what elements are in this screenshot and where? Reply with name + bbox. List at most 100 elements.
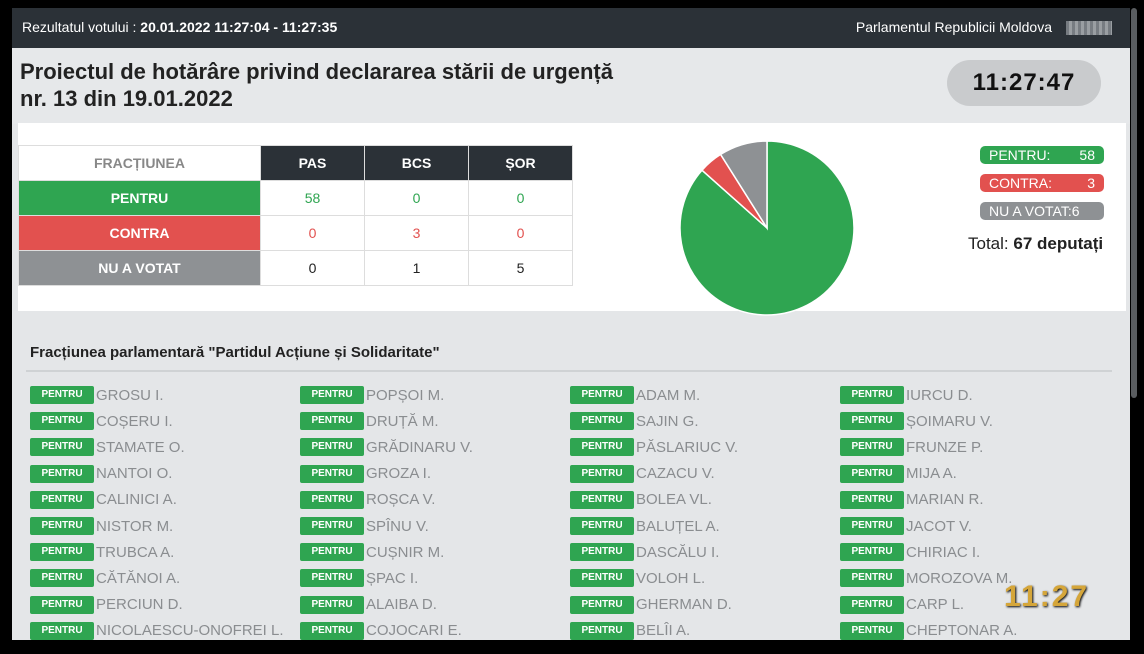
- deputy-row: PENTRU SAJIN G.: [570, 408, 738, 434]
- deputy-name: CĂTĂNOI A.: [96, 569, 181, 587]
- cell-value: 58: [260, 180, 365, 216]
- deputy-row: PENTRU BOLEA VL.: [570, 487, 738, 513]
- deputy-name: BOLEA VL.: [636, 491, 712, 509]
- vote-badge: PENTRU: [840, 621, 904, 640]
- deputy-name: SPÎNU V.: [366, 517, 429, 535]
- deputy-name: SAJIN G.: [636, 412, 699, 430]
- vote-badge: PENTRU: [840, 517, 904, 536]
- legend-contra: CONTRA: 3: [980, 174, 1104, 192]
- deputy-row: PENTRU MOROZOVA M.: [840, 565, 1017, 591]
- deputy-row: PENTRU FRUNZE P.: [840, 434, 1017, 460]
- deputy-row: PENTRU GRĂDINARU V.: [300, 434, 473, 460]
- deputy-column: PENTRU ADAM M. PENTRU SAJIN G. PENTRU PĂSLARI…: [570, 382, 738, 640]
- deputy-name: STAMATE O.: [96, 438, 185, 456]
- deputy-row: PENTRU CHEPTONAR A.: [840, 618, 1017, 640]
- deputy-row: PENTRU NANTOI O.: [30, 461, 284, 487]
- col-header: ȘOR: [468, 145, 573, 181]
- deputy-name: DRUȚĂ M.: [366, 412, 439, 430]
- deputy-row: PENTRU NISTOR M.: [30, 513, 284, 539]
- vote-badge: PENTRU: [300, 569, 364, 588]
- vote-info: Rezultatul votului : 20.01.2022 11:27:04…: [22, 19, 337, 35]
- bill-title-line1: Proiectul de hotărâre privind declararea…: [20, 59, 613, 84]
- clock-display: 11:27:47: [947, 60, 1101, 106]
- deputy-row: PENTRU BELÎI A.: [570, 618, 738, 640]
- total-value: 67 deputați: [1013, 234, 1104, 253]
- cell-value: 0: [468, 215, 573, 251]
- tv-clock: 11:27: [1004, 580, 1090, 613]
- legend-value: 58: [1079, 147, 1095, 163]
- deputy-row: PENTRU POPȘOI M.: [300, 382, 473, 408]
- deputy-row: PENTRU MARIAN R.: [840, 487, 1017, 513]
- deputy-row: PENTRU DASCĂLU I.: [570, 539, 738, 565]
- vote-badge: PENTRU: [300, 438, 364, 457]
- deputy-name: ROȘCA V.: [366, 491, 436, 509]
- deputy-row: PENTRU CALINICI A.: [30, 487, 284, 513]
- vote-badge: PENTRU: [30, 386, 94, 405]
- vote-badge: PENTRU: [570, 543, 634, 562]
- deputy-row: PENTRU GHERMAN D.: [570, 592, 738, 618]
- deputy-row: PENTRU GROZA I.: [300, 461, 473, 487]
- vote-badge: PENTRU: [300, 543, 364, 562]
- fraction-title: Fracțiunea parlamentară "Partidul Acțiun…: [30, 344, 440, 361]
- row-label: NU A VOTAT: [18, 250, 261, 286]
- vote-badge: PENTRU: [570, 386, 634, 405]
- legend-pentru: PENTRU: 58: [980, 146, 1104, 164]
- deputy-name: CHEPTONAR A.: [906, 622, 1018, 640]
- vote-badge: PENTRU: [570, 490, 634, 509]
- deputy-name: CAZACU V.: [636, 465, 715, 483]
- vote-badge: PENTRU: [840, 490, 904, 509]
- results-panel: FRACȚIUNEA PAS BCS ȘOR PENTRU 58 0 0 CON…: [18, 123, 1126, 316]
- deputy-name: MOROZOVA M.: [906, 569, 1013, 587]
- cell-value: 1: [364, 250, 469, 286]
- deputy-name: COJOCARI E.: [366, 622, 462, 640]
- vote-badge: PENTRU: [30, 490, 94, 509]
- scrollbar[interactable]: [1131, 8, 1137, 398]
- deputy-row: PENTRU SPÎNU V.: [300, 513, 473, 539]
- vote-badge: PENTRU: [30, 621, 94, 640]
- vote-badge: PENTRU: [30, 543, 94, 562]
- vote-badge: PENTRU: [840, 595, 904, 614]
- deputy-name: VOLOH L.: [636, 569, 706, 587]
- deputy-name: ALAIBA D.: [366, 596, 437, 614]
- cell-value: 0: [364, 180, 469, 216]
- deputy-row: PENTRU STAMATE O.: [30, 434, 284, 460]
- vote-badge: PENTRU: [840, 543, 904, 562]
- cell-value: 0: [260, 250, 365, 286]
- deputy-row: PENTRU BALUȚEL A.: [570, 513, 738, 539]
- deputy-row: PENTRU ADAM M.: [570, 382, 738, 408]
- deputy-row: PENTRU DRUȚĂ M.: [300, 408, 473, 434]
- title-bar: Proiectul de hotărâre privind declararea…: [12, 48, 1130, 124]
- vote-badge: PENTRU: [840, 412, 904, 431]
- deputy-name: POPȘOI M.: [366, 386, 445, 404]
- deputy-name: BELÎI A.: [636, 622, 691, 640]
- deputy-row: PENTRU CUȘNIR M.: [300, 539, 473, 565]
- vote-badge: PENTRU: [840, 386, 904, 405]
- vote-badge: PENTRU: [300, 412, 364, 431]
- deputy-row: PENTRU CAZACU V.: [570, 461, 738, 487]
- deputy-row: PENTRU IURCU D.: [840, 382, 1017, 408]
- deputy-row: PENTRU PERCIUN D.: [30, 592, 284, 618]
- deputy-row: PENTRU TRUBCA A.: [30, 539, 284, 565]
- vote-badge: PENTRU: [570, 412, 634, 431]
- deputy-name: JACOT V.: [906, 517, 972, 535]
- vote-pie-chart: [679, 140, 855, 316]
- deputy-name: NANTOI O.: [96, 465, 173, 483]
- vote-badge: PENTRU: [30, 595, 94, 614]
- vote-time: 20.01.2022 11:27:04 - 11:27:35: [140, 19, 338, 35]
- row-contra: CONTRA 0 3 0: [18, 215, 573, 251]
- vote-badge: PENTRU: [840, 464, 904, 483]
- vote-badge: PENTRU: [300, 490, 364, 509]
- vote-badge: PENTRU: [30, 438, 94, 457]
- deputy-row: PENTRU ALAIBA D.: [300, 592, 473, 618]
- parliament-name: Parlamentul Republicii Moldova: [855, 19, 1052, 35]
- row-pentru: PENTRU 58 0 0: [18, 180, 573, 216]
- deputy-name: DASCĂLU I.: [636, 543, 720, 561]
- deputy-name: NISTOR M.: [96, 517, 174, 535]
- bill-title: Proiectul de hotărâre privind declararea…: [20, 58, 613, 112]
- vote-badge: PENTRU: [570, 464, 634, 483]
- deputy-name: GHERMAN D.: [636, 596, 732, 614]
- deputy-row: PENTRU ȘOIMARU V.: [840, 408, 1017, 434]
- deputy-row: PENTRU CĂTĂNOI A.: [30, 565, 284, 591]
- deputy-name: TRUBCA A.: [96, 543, 175, 561]
